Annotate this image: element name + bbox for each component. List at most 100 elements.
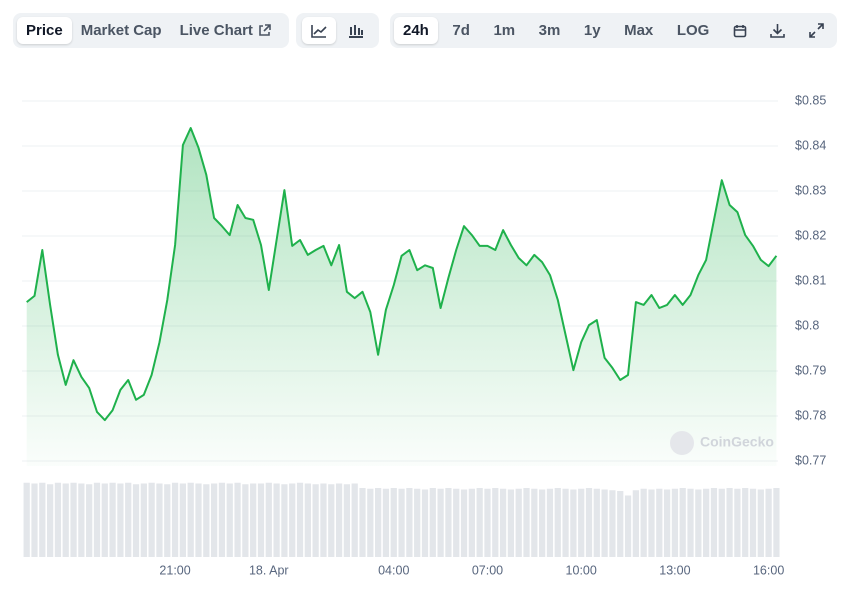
volume-bar (31, 483, 38, 557)
volume-bar (86, 484, 93, 557)
volume-bar (46, 484, 54, 557)
volume-bar (624, 495, 632, 557)
chart-type-group (296, 13, 379, 48)
volume-bar (109, 482, 116, 557)
y-tick-label: $0.83 (795, 183, 826, 197)
volume-bar (23, 482, 30, 557)
volume-bar (148, 482, 155, 557)
volume-bar (328, 484, 335, 557)
tab[interactable]: Market Cap (80, 22, 162, 39)
y-tick-label: $0.77 (795, 453, 826, 467)
y-tick-label: $0.85 (795, 93, 826, 107)
volume-bar (585, 488, 593, 557)
line-chart-button[interactable] (301, 17, 336, 44)
volume-bar (211, 483, 218, 557)
calendar-button[interactable] (724, 17, 756, 44)
y-tick-label: $0.84 (795, 138, 826, 152)
volume-bar (562, 488, 569, 557)
tab[interactable]: Price (17, 17, 72, 44)
volume-bar (406, 488, 413, 557)
volume-bar (93, 482, 101, 557)
volume-bar (203, 484, 210, 557)
volume-bar (445, 488, 452, 557)
volume-bar (250, 483, 257, 557)
range-button[interactable]: 7d (452, 22, 470, 39)
x-tick-label: 16:00 (753, 563, 784, 577)
volume-bar (460, 489, 468, 557)
volume-bar (382, 488, 390, 557)
price-line (26, 127, 778, 422)
volume-bar (546, 488, 554, 557)
volume-bar (617, 491, 624, 557)
volume-bar (187, 482, 194, 557)
volume-bar (515, 488, 522, 557)
volume-bar (140, 483, 147, 557)
range-button[interactable]: 1m (493, 22, 516, 39)
x-tick-label: 10:00 (566, 563, 597, 577)
volume-bar (601, 489, 608, 557)
volume-bar (476, 488, 483, 557)
external-icon (259, 24, 271, 36)
volume-bar (499, 488, 507, 557)
volume-bar (765, 488, 772, 557)
volume-bar (242, 484, 249, 557)
volume-bar (453, 488, 460, 557)
volume-bar (437, 488, 444, 557)
volume-bar (742, 488, 749, 557)
tab-label: Live Chart (179, 22, 253, 39)
candle-chart-button[interactable] (339, 17, 373, 44)
volume-bar (125, 482, 132, 557)
range-button[interactable]: Max (624, 22, 654, 39)
volume-bar (132, 484, 140, 557)
watermark-text: CoinGecko (700, 434, 774, 450)
range-button[interactable]: 1y (583, 22, 601, 39)
volume-bar (421, 489, 429, 557)
volume-bar (749, 488, 757, 557)
volume-bar (492, 488, 499, 557)
volume-bar (507, 489, 515, 557)
volume-bar (429, 488, 436, 557)
volume-bar (343, 484, 351, 557)
volume-bar (578, 488, 585, 557)
volume-bar (70, 482, 77, 557)
tab[interactable]: Live Chart (171, 17, 280, 44)
volume-bar (218, 482, 226, 557)
volume-bar (195, 483, 202, 557)
volume-bar (554, 488, 561, 557)
volume-bar (734, 488, 741, 557)
volume-bar (320, 483, 327, 557)
volume-bar (531, 488, 538, 557)
volume-bar (757, 489, 764, 557)
y-tick-label: $0.82 (795, 228, 826, 242)
volume-bar (468, 488, 475, 557)
volume-bar (171, 482, 179, 557)
download-button[interactable] (761, 17, 794, 44)
volume-bar (679, 488, 686, 557)
volume-bar (289, 483, 296, 557)
range-button[interactable]: 3m (538, 22, 561, 39)
log-button[interactable]: LOG (676, 22, 710, 39)
volume-bar (304, 483, 311, 557)
volume-bar (359, 488, 366, 557)
volume-bar (663, 489, 671, 557)
volume-bar (226, 483, 233, 557)
volume-bar (703, 488, 710, 557)
volume-bar (335, 483, 343, 557)
volume-bar (117, 483, 124, 557)
x-tick-label: 07:00 (472, 563, 503, 577)
volume-bar (390, 488, 397, 557)
x-tick-label: 18. Apr (249, 563, 289, 577)
tab-group: Price Market Cap Live Chart (13, 13, 289, 48)
volume-bar (296, 482, 304, 557)
volume-bar (640, 488, 647, 557)
fullscreen-button[interactable] (800, 17, 833, 44)
volume-bar (281, 484, 288, 557)
y-tick-label: $0.78 (795, 408, 826, 422)
volume-bar (398, 488, 405, 557)
volume-bar (570, 489, 577, 557)
volume-bar (671, 488, 679, 557)
range-button[interactable]: 24h (394, 17, 438, 44)
area (26, 128, 777, 466)
volume-bar (718, 488, 725, 557)
